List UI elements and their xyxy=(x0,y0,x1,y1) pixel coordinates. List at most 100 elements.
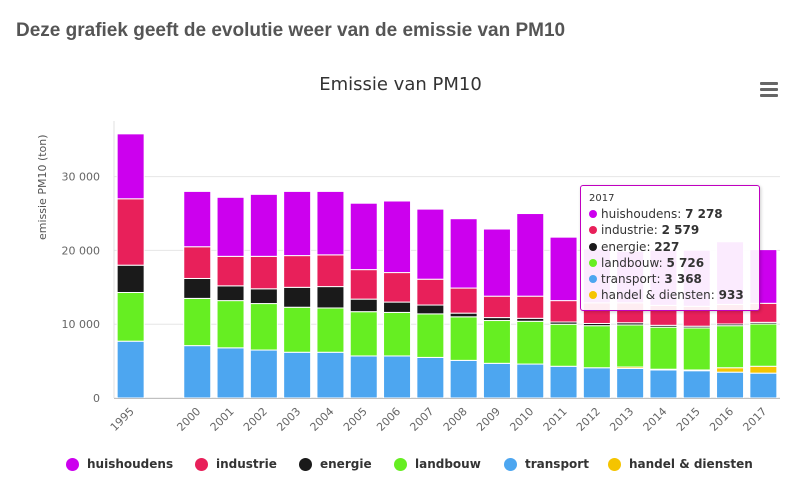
bar-landbouw-2015 xyxy=(682,327,711,371)
bar-transport-2005 xyxy=(349,355,378,399)
legend-item-transport[interactable]: transport xyxy=(504,457,589,471)
x-tick-label: 2011 xyxy=(541,405,570,434)
bar-huishoudens-2009 xyxy=(482,228,511,297)
bar-huishoudens-2005 xyxy=(349,202,378,271)
bar-landbouw-2013 xyxy=(616,324,645,368)
legend-label: landbouw xyxy=(415,457,481,471)
bar-landbouw-2003 xyxy=(283,306,312,353)
bar-landbouw-1995 xyxy=(116,291,145,342)
bar-landbouw-2007 xyxy=(416,313,445,358)
bar-landbouw-2014 xyxy=(649,326,678,370)
tooltip-value: 7 278 xyxy=(685,207,723,221)
x-tick-label: 2013 xyxy=(607,405,636,434)
tooltip-value: 2 579 xyxy=(661,223,700,238)
tooltip-value: 227 xyxy=(654,239,680,254)
legend-item-landbouw[interactable]: landbouw xyxy=(394,457,481,471)
bar-energie-2003 xyxy=(283,286,312,308)
tooltip-row: handel & diensten: 933 xyxy=(589,287,751,303)
tooltip-dot-icon xyxy=(589,226,597,235)
x-tick-label: 1995 xyxy=(108,405,137,434)
tooltip-value: 933 xyxy=(718,288,744,303)
x-tick-label: 2001 xyxy=(208,405,237,434)
y-tick-label: 30 000 xyxy=(62,171,101,184)
bar-transport-2007 xyxy=(416,356,445,399)
legend-label: industrie xyxy=(216,457,277,471)
legend-symbol-icon xyxy=(299,457,312,471)
x-tick-label: 2016 xyxy=(707,405,736,434)
tooltip-dot-icon xyxy=(589,258,597,267)
bar-handel-diensten-2016 xyxy=(716,367,745,373)
legend-label: transport xyxy=(525,457,589,471)
bar-landbouw-2017 xyxy=(749,323,778,367)
tooltip-dot-icon xyxy=(589,210,597,218)
bar-transport-2002 xyxy=(249,349,278,399)
tooltip-title: 2017 xyxy=(589,193,615,204)
bar-industrie-2000 xyxy=(183,246,212,279)
bar-energie-2001 xyxy=(216,285,245,302)
tooltip-row: industrie: 2 579 xyxy=(589,222,751,238)
bar-huishoudens-2006 xyxy=(383,200,412,274)
bar-transport-2004 xyxy=(316,351,345,399)
legend-label: huishoudens xyxy=(87,457,174,471)
y-axis-label: emissie PM10 (ton) xyxy=(36,134,49,240)
bar-energie-2004 xyxy=(316,286,345,309)
bar-huishoudens-2000 xyxy=(183,190,212,248)
tooltip-dot-icon xyxy=(589,275,597,284)
bar-transport-2012 xyxy=(582,367,611,399)
bar-huishoudens-2008 xyxy=(449,218,478,289)
bar-energie-2008 xyxy=(449,312,478,318)
bar-landbouw-2001 xyxy=(216,300,245,349)
bar-industrie-2006 xyxy=(383,272,412,303)
bar-industrie-2004 xyxy=(316,254,345,288)
chart-title: Emissie van PM10 xyxy=(319,74,482,95)
bar-landbouw-2005 xyxy=(349,311,378,357)
bar-landbouw-2004 xyxy=(316,307,345,353)
y-tick-label: 20 000 xyxy=(62,244,101,257)
tooltip-row: huishoudens: 7 278 xyxy=(589,206,751,222)
x-tick-label: 2002 xyxy=(241,405,270,434)
x-tick-label: 2008 xyxy=(441,405,470,434)
bar-energie-2007 xyxy=(416,304,445,315)
bar-transport-2008 xyxy=(449,359,478,399)
y-tick-label: 0 xyxy=(93,392,100,405)
bar-industrie-2008 xyxy=(449,287,478,314)
legend-label: energie xyxy=(320,457,372,471)
legend-item-energie[interactable]: energie xyxy=(299,457,372,471)
bar-landbouw-2011 xyxy=(549,323,578,367)
x-tick-label: 2004 xyxy=(308,405,337,434)
legend-item-industrie[interactable]: industrie xyxy=(195,457,277,471)
bar-industrie-1995 xyxy=(116,198,145,266)
x-tick-label: 2000 xyxy=(174,405,203,434)
bar-industrie-2007 xyxy=(416,278,445,306)
bar-energie-2006 xyxy=(383,301,412,313)
bar-transport-2010 xyxy=(516,363,545,399)
page-heading: Deze grafiek geeft de evolutie weer van … xyxy=(16,20,566,41)
legend-symbol-icon xyxy=(608,457,621,471)
bar-industrie-2001 xyxy=(216,255,245,287)
x-tick-label: 2017 xyxy=(740,405,769,434)
tooltip-dot-icon xyxy=(589,291,597,300)
bar-industrie-2005 xyxy=(349,269,378,300)
bar-handel-diensten-2017 xyxy=(749,365,778,374)
bar-transport-2011 xyxy=(549,365,578,399)
x-tick-label: 2015 xyxy=(674,405,703,434)
legend-item-huishoudens[interactable]: huishoudens xyxy=(66,457,173,471)
tooltip-label: landbouw xyxy=(601,255,659,270)
bar-energie-2000 xyxy=(183,277,212,299)
bar-huishoudens-2002 xyxy=(249,193,278,257)
bar-landbouw-2012 xyxy=(582,325,611,369)
x-tick-label: 2014 xyxy=(641,405,670,434)
bar-landbouw-2000 xyxy=(183,297,212,347)
legend-symbol-icon xyxy=(394,457,407,471)
bar-transport-2001 xyxy=(216,347,245,399)
x-tick-label: 2003 xyxy=(274,405,303,434)
hamburger-menu-icon[interactable] xyxy=(760,82,778,98)
bar-industrie-2010 xyxy=(516,295,545,319)
legend-item-handel-diensten[interactable]: handel & diensten xyxy=(608,457,753,471)
bar-huishoudens-2011 xyxy=(549,236,578,302)
tooltip-label: handel & diensten xyxy=(601,288,711,303)
legend-symbol-icon xyxy=(66,457,79,471)
legend-label: handel & diensten xyxy=(629,457,753,471)
tooltip-label: huishoudens xyxy=(601,207,678,221)
x-tick-label: 2012 xyxy=(574,405,603,434)
